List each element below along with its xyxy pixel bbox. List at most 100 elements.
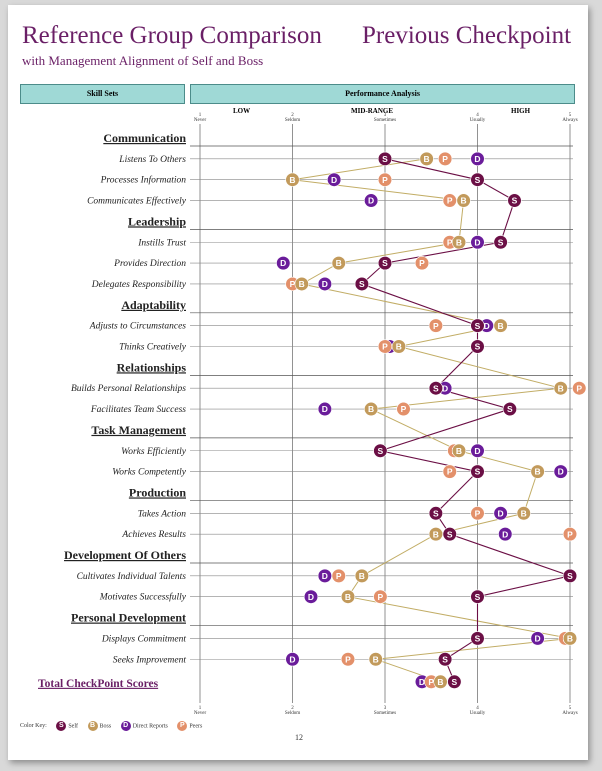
skill-label-adjusts-to-circumstances: Adjusts to Circumstances [89,322,187,332]
bottom-tick-number-2: 2 [291,706,294,711]
direct-reports-marker-letter: D [474,154,480,164]
direct-reports-marker-dot [498,527,513,542]
boss-marker-dot [562,631,578,646]
self-marker-letter: S [507,404,513,414]
skill-label-processes-information: Processes Information [100,175,187,186]
boss-marker-takes-action: B [516,506,531,521]
self-marker-achieves-results: S [442,527,457,542]
self-marker-listens-to-others: S [377,151,393,166]
peers-marker-thinks-creatively: P [377,339,393,354]
peers-marker-dot [442,464,457,479]
skill-label-takes-action: Takes Action [138,509,187,519]
self-marker-communicates-effectively: S [507,193,522,208]
self-marker-dot [502,401,517,417]
self-marker-processes-information: S [470,172,485,187]
self-marker-letter: S [567,571,573,581]
boss-marker-dot [285,172,300,187]
top-tick-label-3: Sometimes [374,118,396,123]
top-tick-label-2: Seldom [285,118,300,123]
bottom-tick-label-1: Never [194,711,207,716]
category-adaptability: Adaptability [121,298,186,312]
direct-reports-marker-icon: D [120,721,131,731]
color-key-self-label: Self [68,723,79,730]
peers-marker-letter: P [576,383,582,393]
peers-marker-works-competently: P [442,464,457,479]
self-marker-dot [470,589,485,604]
direct-reports-marker-letter: D [474,446,480,456]
peers-marker-letter: P [447,237,453,247]
direct-reports-marker-dot [327,172,342,187]
boss-marker-dot [294,276,309,292]
boss-marker-dot [530,464,545,479]
direct-reports-marker-dot [470,151,485,166]
self-marker-icon: S [56,721,67,731]
self-marker-dot [428,381,443,396]
self-marker-builds-personal-relationships: S [428,381,443,396]
boss-marker-letter: B [424,154,430,164]
category-production: Production [129,485,186,499]
self-marker-adjusts-to-circumstances: S [470,318,485,333]
skill-label-builds-personal-relationships: Builds Personal Relationships [71,384,186,394]
peers-marker-letter: P [428,677,434,687]
boss-marker-delegates-responsibility: B [294,276,309,292]
skill-label-achieves-results: Achieves Results [121,530,186,540]
self-marker-works-efficiently: S [373,443,388,458]
color-key-direct-reports-label: Direct Reports [132,723,168,730]
self-marker-letter: S [498,237,504,247]
self-marker-letter: S [512,196,518,206]
peers-marker-letter: P [433,321,439,331]
skill-label-cultivates-individual-talents: Cultivates Individual Talents [77,572,187,582]
skill-label-works-efficiently: Works Efficiently [121,446,187,457]
boss-marker-dot [493,318,508,333]
self-marker-dot [354,276,369,292]
boss-marker-dot [456,193,471,208]
category-task-management: Task Management [91,423,186,437]
top-tick-label-4: Usually [470,118,486,123]
boss-marker-provides-direction: B [331,256,346,271]
peers-marker-builds-personal-relationships: P [572,381,587,396]
boss-marker-dot [451,443,467,458]
range-high-label: HIGH [511,107,531,115]
skill-label-thinks-creatively: Thinks Creatively [119,343,187,353]
peers-marker-letter: P [567,529,573,539]
peers-marker-dot [340,652,356,667]
boss-marker-achieves-results: B [428,527,443,542]
direct-reports-marker-letter: D [308,592,314,602]
direct-reports-marker-seeks-improvement: D [285,652,300,667]
direct-reports-marker-achieves-results: D [498,527,513,542]
direct-reports-marker-letter: D [322,404,328,414]
boss-marker-adjusts-to-circumstances: B [493,318,508,333]
boss-marker-dot [364,401,379,417]
connector-layer [292,158,573,683]
self-marker-displays-commitment: S [470,631,485,646]
bottom-tick-label-3: Sometimes [374,711,396,716]
boss-marker-letter: B [336,258,342,268]
boss-marker-letter: B [433,529,439,539]
skill-label-listens-to-others: Listens To Others [118,155,186,165]
boss-marker-letter: B [558,383,564,393]
self-marker-dot [438,652,453,667]
color-key-peers: P Peers [177,721,202,731]
self-marker-dot [470,464,485,479]
boss-marker-letter: B [461,196,467,206]
peers-marker-seeks-improvement: P [340,652,356,667]
peers-marker-achieves-results: P [562,527,578,542]
peers-marker-letter: P [475,508,481,518]
self-marker-letter: S [475,321,481,331]
skill-label-seeks-improvement: Seeks Improvement [113,655,187,665]
self-marker-letter: S [378,446,384,456]
direct-reports-marker-letter: D [502,529,508,539]
total-scores-label: Total CheckPoint Scores [38,678,159,690]
peers-marker-cultivates-individual-talents: P [331,568,346,583]
color-key: Color Key: S Self B Boss D Direct Reports P… [20,721,210,731]
boss-marker-dot [516,506,531,521]
self-marker-provides-direction: S [377,256,393,271]
peers-marker-letter: P [447,196,453,206]
self-marker-total-checkpoint-scores: S [447,674,462,689]
peers-marker-letter: P [382,342,388,352]
self-marker-delegates-responsibility: S [354,276,369,292]
self-marker-dot [377,151,393,166]
range-low-label: LOW [233,107,251,115]
direct-reports-marker-letter: D [498,508,504,518]
skill-label-provides-direction: Provides Direction [113,259,186,269]
